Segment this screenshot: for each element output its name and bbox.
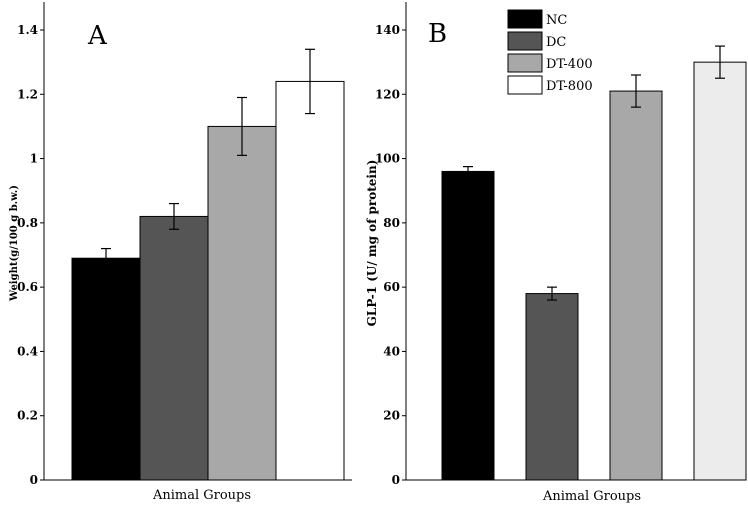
panel-a-y-tick-label: 1.4 bbox=[17, 23, 38, 37]
panel-b-bar-dt-400 bbox=[609, 90, 663, 481]
legend-swatch-dc bbox=[507, 31, 543, 51]
panel-a-bar-dc bbox=[139, 215, 209, 481]
panel-a-x-axis-label: Animal Groups bbox=[152, 488, 251, 503]
panel-b-bar-dc bbox=[525, 293, 579, 481]
panel-a-bar-nc bbox=[71, 257, 141, 481]
panel-b-bar-dt-800 bbox=[693, 61, 747, 481]
panel-b-y-tick-label: 40 bbox=[383, 344, 400, 358]
panel-b-y-tick-label: 80 bbox=[383, 216, 400, 230]
panel-b: B Animal Groups GLP-1 (U/ mg of protein)… bbox=[365, 2, 747, 504]
panel-b-y-axis-label: GLP-1 (U/ mg of protein) bbox=[365, 160, 379, 327]
panel-a-y-tick-label: 0.2 bbox=[17, 409, 38, 423]
panel-a-y-tick-label: 0 bbox=[30, 473, 38, 487]
panel-a-y-tick-label: 1 bbox=[30, 152, 38, 166]
panel-b-y-tick-label: 20 bbox=[383, 409, 400, 423]
legend-swatch-nc bbox=[507, 9, 543, 29]
panel-a-y-tick-label: 0.4 bbox=[17, 344, 38, 358]
panel-b-bar-nc bbox=[441, 170, 495, 481]
panel-a-y-tick-label: 1.2 bbox=[17, 87, 38, 101]
panel-a-letter: A bbox=[87, 21, 108, 51]
panel-b-letter: B bbox=[428, 19, 447, 49]
panel-b-x-axis-label: Animal Groups bbox=[542, 489, 641, 504]
panel-b-y-tick-label: 140 bbox=[375, 23, 400, 37]
legend-label-dt-800: DT-800 bbox=[546, 79, 593, 94]
panel-a-y-axis-label: Weight(g/100 g b.w.) bbox=[9, 185, 20, 302]
panel-b-y-tick-label: 0 bbox=[392, 473, 400, 487]
legend-label-dc: DC bbox=[546, 35, 566, 50]
panel-b-y-tick-label: 100 bbox=[375, 152, 400, 166]
panel-b-y-tick-label: 120 bbox=[375, 87, 400, 101]
panel-b-y-tick-label: 60 bbox=[383, 280, 400, 294]
legend-swatch-dt-800 bbox=[507, 75, 543, 95]
panel-a-y-tick-label: 0.8 bbox=[17, 216, 38, 230]
panel-a-bar-dt-400 bbox=[207, 125, 277, 481]
panel-a: A Animal Groups Weight(g/100 g b.w.) 0 0.… bbox=[9, 2, 352, 503]
legend-label-dt-400: DT-400 bbox=[546, 57, 593, 72]
panel-a-y-tick-label: 0.6 bbox=[17, 280, 38, 294]
panel-a-bar-dt-800 bbox=[275, 80, 345, 481]
legend-swatch-dt-400 bbox=[507, 53, 543, 73]
legend-label-nc: NC bbox=[546, 13, 567, 28]
